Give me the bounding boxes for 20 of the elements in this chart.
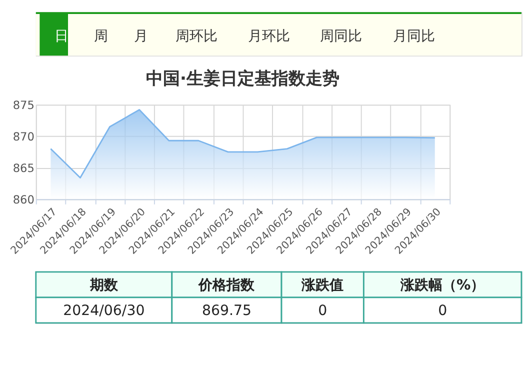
text: 0 bbox=[438, 302, 448, 319]
text: 日 bbox=[54, 28, 68, 44]
text: 0 bbox=[318, 302, 328, 319]
y-tick-label: 870 bbox=[12, 129, 34, 144]
chart-title: 中国·生姜日定基指数走势 bbox=[146, 68, 340, 89]
text: 月 bbox=[134, 28, 148, 44]
text: 期数 bbox=[88, 277, 119, 294]
text: 价格指数 bbox=[198, 277, 256, 294]
y-tick-label: 865 bbox=[12, 160, 34, 175]
text: 月同比 bbox=[392, 28, 435, 44]
text: 周 bbox=[94, 28, 108, 44]
text: 869.75 bbox=[202, 302, 252, 319]
text: 周同比 bbox=[320, 28, 362, 44]
text: 周环比 bbox=[175, 28, 218, 44]
text: 涨跌值 bbox=[300, 277, 344, 294]
y-tick-label: 860 bbox=[12, 192, 34, 206]
text: 涨跌幅（%） bbox=[399, 277, 485, 294]
y-tick-label: 875 bbox=[12, 98, 34, 112]
text: 2024/06/30 bbox=[63, 302, 145, 319]
text: 月环比 bbox=[248, 28, 290, 44]
